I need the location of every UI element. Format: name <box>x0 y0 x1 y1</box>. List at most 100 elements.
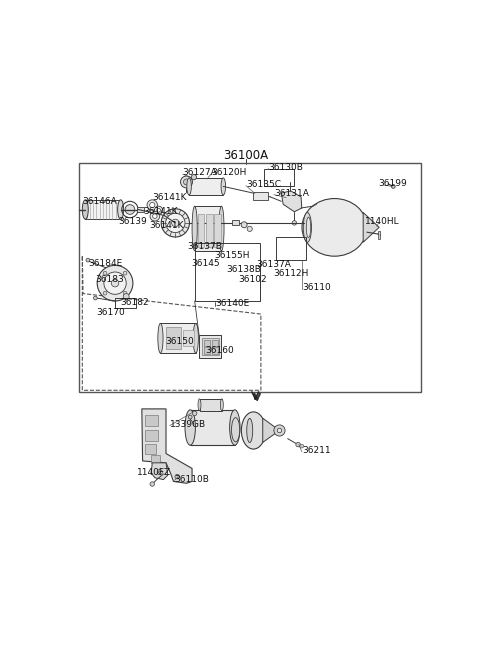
Text: 36120H: 36120H <box>211 168 246 177</box>
Ellipse shape <box>231 418 240 442</box>
Circle shape <box>274 425 285 436</box>
Text: 36110B: 36110B <box>175 475 209 484</box>
Bar <box>115 298 135 309</box>
Bar <box>378 231 380 238</box>
Circle shape <box>111 280 119 287</box>
Text: 36137B: 36137B <box>187 242 222 252</box>
Bar <box>145 444 156 453</box>
Text: 1140FZ: 1140FZ <box>137 468 171 477</box>
Ellipse shape <box>198 399 201 411</box>
Text: 36112H: 36112H <box>274 269 309 278</box>
Bar <box>145 415 158 426</box>
Circle shape <box>150 202 155 208</box>
Circle shape <box>147 200 157 210</box>
Bar <box>214 214 221 247</box>
Text: 36127A: 36127A <box>183 168 217 177</box>
Circle shape <box>150 212 160 221</box>
Circle shape <box>156 208 160 212</box>
Circle shape <box>104 272 126 294</box>
Circle shape <box>86 258 90 262</box>
Bar <box>137 206 144 212</box>
Text: 36137A: 36137A <box>256 261 291 269</box>
Text: 36130B: 36130B <box>268 162 303 172</box>
Circle shape <box>175 474 180 479</box>
Bar <box>198 214 204 247</box>
Ellipse shape <box>118 200 124 219</box>
Bar <box>212 340 218 346</box>
Circle shape <box>392 185 395 188</box>
Text: 36199: 36199 <box>378 179 407 189</box>
Circle shape <box>157 470 162 475</box>
Ellipse shape <box>247 419 252 443</box>
Text: 36145: 36145 <box>191 259 219 268</box>
Text: 36182: 36182 <box>120 299 149 307</box>
Text: 36146A: 36146A <box>83 197 117 206</box>
Circle shape <box>300 444 304 448</box>
Bar <box>232 220 239 225</box>
Text: 1140HL: 1140HL <box>365 217 400 225</box>
Circle shape <box>123 291 127 295</box>
Ellipse shape <box>193 324 198 353</box>
Bar <box>253 193 268 200</box>
Circle shape <box>161 209 190 237</box>
Ellipse shape <box>221 178 226 195</box>
Text: 36141K: 36141K <box>152 193 187 202</box>
Text: 36184E: 36184E <box>88 259 122 269</box>
Ellipse shape <box>241 412 265 449</box>
Text: 36135C: 36135C <box>246 180 281 189</box>
Text: 36131A: 36131A <box>274 189 309 198</box>
Ellipse shape <box>303 212 312 242</box>
FancyBboxPatch shape <box>160 324 196 353</box>
Circle shape <box>192 411 197 415</box>
FancyBboxPatch shape <box>190 409 235 445</box>
Text: 36183: 36183 <box>96 275 124 284</box>
Circle shape <box>241 222 247 228</box>
Text: 36155H: 36155H <box>214 251 250 260</box>
Circle shape <box>123 293 129 299</box>
Bar <box>195 244 260 301</box>
Circle shape <box>125 204 135 214</box>
Circle shape <box>296 442 300 447</box>
Circle shape <box>153 214 157 218</box>
Text: 36170: 36170 <box>96 309 125 318</box>
Bar <box>206 214 213 247</box>
Polygon shape <box>281 191 302 212</box>
Bar <box>204 347 210 354</box>
Polygon shape <box>151 463 168 479</box>
Circle shape <box>172 219 179 227</box>
Bar <box>212 347 218 354</box>
Text: 36141K: 36141K <box>144 207 178 216</box>
Bar <box>264 168 294 187</box>
Circle shape <box>292 221 297 225</box>
Ellipse shape <box>83 200 88 219</box>
Bar <box>183 330 194 346</box>
Ellipse shape <box>192 206 197 251</box>
Ellipse shape <box>302 198 367 256</box>
Circle shape <box>97 265 133 301</box>
Circle shape <box>94 296 97 300</box>
Text: 36139: 36139 <box>119 217 147 226</box>
Bar <box>79 163 421 392</box>
Ellipse shape <box>185 410 195 445</box>
Polygon shape <box>142 409 192 483</box>
Bar <box>202 338 219 355</box>
Circle shape <box>158 471 161 474</box>
Circle shape <box>192 174 196 179</box>
Text: 36211: 36211 <box>302 446 330 455</box>
Circle shape <box>277 428 282 433</box>
Text: 36141K: 36141K <box>149 221 184 230</box>
Polygon shape <box>363 212 379 242</box>
Circle shape <box>180 176 192 188</box>
FancyBboxPatch shape <box>189 178 223 195</box>
Circle shape <box>103 291 107 295</box>
Circle shape <box>166 214 185 233</box>
Circle shape <box>188 415 192 419</box>
Ellipse shape <box>187 178 192 195</box>
Circle shape <box>155 206 163 214</box>
FancyBboxPatch shape <box>85 200 120 219</box>
FancyBboxPatch shape <box>200 399 222 411</box>
Ellipse shape <box>158 324 163 353</box>
Text: 1339GB: 1339GB <box>170 420 206 429</box>
FancyBboxPatch shape <box>195 206 221 251</box>
Circle shape <box>103 271 107 275</box>
